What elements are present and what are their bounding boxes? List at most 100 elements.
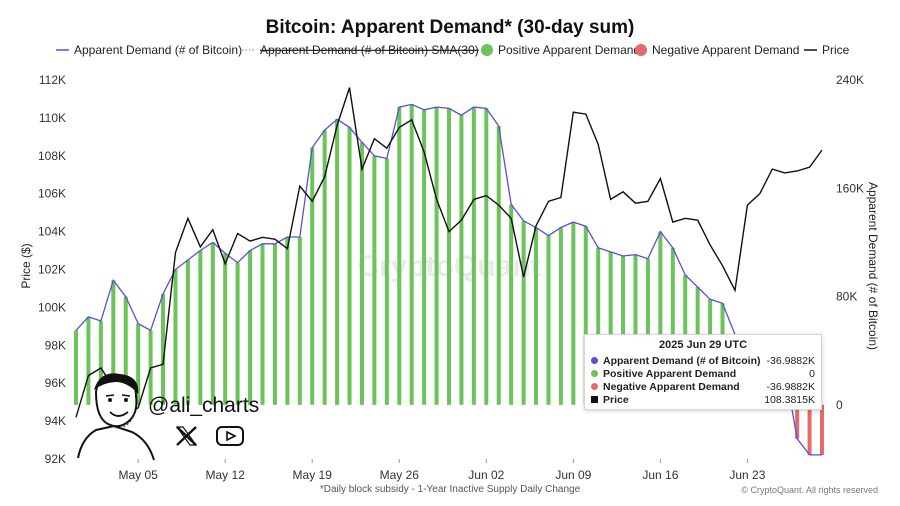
legend-label: Positive Apparent Demand bbox=[498, 43, 640, 57]
positive-demand-bar bbox=[608, 251, 613, 405]
positive-demand-bar bbox=[521, 220, 526, 405]
x-tick-label: May 19 bbox=[293, 468, 333, 482]
positive-demand-bar bbox=[123, 296, 128, 405]
price-line bbox=[75, 87, 823, 418]
legend-label: Apparent Demand (# of Bitcoin) bbox=[74, 43, 242, 57]
positive-demand-bar bbox=[359, 142, 364, 405]
legend-dot-marker bbox=[635, 44, 647, 56]
positive-demand-bar bbox=[645, 258, 650, 405]
apparent-demand-line bbox=[75, 103, 822, 456]
x-tick-label: Jun 09 bbox=[555, 468, 591, 482]
left-tick-label: 104K bbox=[38, 225, 66, 239]
tooltip-series-value: -36.9882K bbox=[766, 354, 815, 367]
positive-demand-bar bbox=[409, 104, 414, 405]
positive-demand-bar bbox=[422, 109, 427, 405]
positive-demand-bar bbox=[223, 253, 228, 405]
positive-demand-bar bbox=[260, 243, 265, 405]
tooltip-row: Positive Apparent Demand 0 bbox=[585, 367, 821, 380]
x-tick-label: May 26 bbox=[380, 468, 420, 482]
left-tick-label: 100K bbox=[38, 300, 66, 314]
positive-demand-bar bbox=[347, 127, 352, 405]
positive-demand-bar bbox=[496, 126, 501, 405]
series-marker-icon bbox=[591, 370, 598, 377]
left-tick-label: 112K bbox=[39, 73, 66, 87]
legend-label: Negative Apparent Demand bbox=[652, 43, 799, 57]
left-tick-label: 96K bbox=[45, 376, 66, 390]
x-axis-ticks: May 05 May 12 May 19 May 26 Jun 02 Jun 09 Jun … bbox=[118, 459, 766, 482]
positive-demand-bar bbox=[534, 227, 539, 405]
youtube-icon[interactable] bbox=[215, 425, 245, 447]
x-tick-label: Jun 02 bbox=[468, 468, 504, 482]
x-tick-label: Jun 23 bbox=[729, 468, 765, 482]
left-tick-label: 108K bbox=[38, 149, 66, 163]
negative-demand-bar bbox=[820, 404, 824, 455]
left-tick-label: 94K bbox=[45, 414, 66, 428]
positive-demand-bar bbox=[621, 255, 626, 405]
right-tick-label: 0 bbox=[836, 398, 843, 412]
positive-demand-bar bbox=[111, 280, 116, 405]
tooltip-series-value: 0 bbox=[809, 367, 815, 380]
tooltip-series-value: 108.3815K bbox=[764, 393, 815, 406]
tooltip-series-name: Negative Apparent Demand bbox=[603, 380, 740, 393]
positive-demand-bar bbox=[335, 119, 340, 405]
positive-demand-bar bbox=[509, 204, 514, 405]
left-tick-label: 98K bbox=[45, 338, 66, 352]
negative-demand-bar bbox=[795, 404, 800, 439]
legend: Apparent Demand (# of Bitcoin) Apparent D… bbox=[56, 43, 850, 57]
positive-demand-bar bbox=[459, 115, 464, 405]
left-tick-label: 110K bbox=[39, 111, 66, 125]
positive-demand-bar bbox=[372, 155, 377, 405]
credit: © CryptoQuant. All rights reserved bbox=[741, 485, 878, 495]
right-axis-label: Apparent Demand (# of Bitcoin) bbox=[866, 182, 880, 350]
positive-demand-bar bbox=[310, 147, 315, 405]
positive-demand-bar bbox=[434, 107, 439, 405]
cartoon-avatar-icon bbox=[77, 373, 155, 461]
series-marker-icon bbox=[591, 357, 598, 364]
tooltip-series-name: Price bbox=[603, 393, 629, 406]
positive-demand-bar bbox=[285, 237, 290, 405]
x-tick-label: May 12 bbox=[206, 468, 246, 482]
tooltip-series-value: -36.9882K bbox=[766, 380, 815, 393]
positive-demand-bar bbox=[173, 269, 178, 405]
legend-dot-marker bbox=[481, 44, 493, 56]
tooltip-date: 2025 Jun 29 UTC bbox=[658, 339, 748, 351]
tooltip-series-name: Apparent Demand (# of Bitcoin) bbox=[603, 354, 761, 367]
positive-demand-bar bbox=[546, 235, 551, 405]
right-tick-label: 240K bbox=[836, 73, 864, 87]
positive-demand-bar bbox=[86, 316, 91, 405]
left-tick-label: 102K bbox=[38, 263, 66, 277]
tooltip-row: Price 108.3815K bbox=[585, 393, 821, 406]
x-tick-label: May 05 bbox=[118, 468, 158, 482]
positive-demand-bar bbox=[558, 227, 563, 405]
author-handle: @ali_charts bbox=[148, 394, 260, 417]
chart-title: Bitcoin: Apparent Demand* (30-day sum) bbox=[266, 17, 635, 38]
tooltip-row: Negative Apparent Demand -36.9882K bbox=[585, 380, 821, 393]
positive-demand-bar bbox=[471, 107, 476, 405]
left-axis-ticks: 92K 94K 96K 98K 100K 102K 104K 106K 108K 110K 112K bbox=[38, 73, 66, 466]
positive-demand-bar bbox=[322, 130, 327, 405]
positive-demand-bar bbox=[670, 247, 675, 405]
left-axis-label: Price ($) bbox=[19, 243, 33, 288]
positive-demand-bar bbox=[297, 237, 302, 405]
tooltip-row: Apparent Demand (# of Bitcoin) -36.9882K bbox=[585, 354, 821, 367]
series-marker-icon bbox=[591, 396, 598, 403]
positive-demand-bar bbox=[248, 250, 253, 405]
positive-demand-bar bbox=[185, 260, 190, 405]
x-tick-label: Jun 16 bbox=[642, 468, 678, 482]
positive-demand-bar bbox=[397, 107, 402, 405]
data-tooltip: 2025 Jun 29 UTC Apparent Demand (# of Bi… bbox=[584, 334, 822, 410]
positive-demand-bar bbox=[98, 320, 103, 405]
author-branding: @ali_charts bbox=[70, 368, 280, 464]
positive-demand-bar bbox=[161, 293, 166, 405]
positive-demand-bar bbox=[74, 330, 78, 405]
x-logo-icon[interactable] bbox=[174, 424, 200, 448]
positive-demand-bar bbox=[384, 158, 389, 405]
footnote: *Daily block subsidy - 1-Year Inactive S… bbox=[320, 484, 581, 495]
positive-demand-bar bbox=[571, 222, 576, 405]
right-tick-label: 80K bbox=[836, 290, 857, 304]
positive-demand-bar bbox=[235, 262, 240, 405]
right-axis-ticks: 0 80K 160K 240K bbox=[836, 73, 864, 412]
positive-demand-bar bbox=[658, 231, 663, 405]
left-tick-label: 92K bbox=[45, 452, 66, 466]
series-marker-icon bbox=[591, 383, 598, 390]
